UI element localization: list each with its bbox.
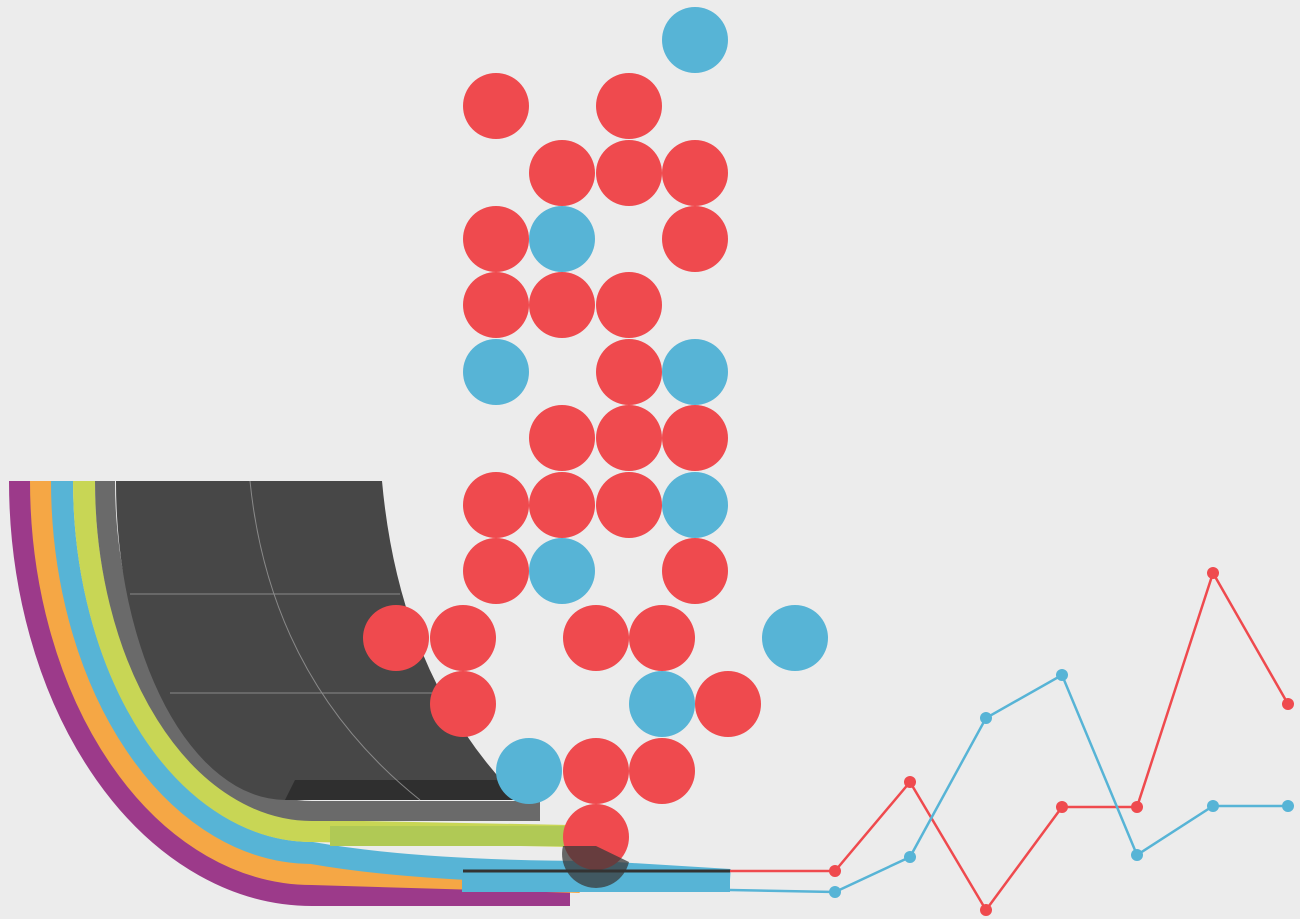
- dot: [529, 140, 595, 206]
- dot: [662, 7, 728, 73]
- dot: [662, 405, 728, 471]
- dot: [662, 140, 728, 206]
- curved-bands: [9, 480, 731, 906]
- dot: [662, 206, 728, 272]
- dot: [529, 538, 595, 604]
- point: [1056, 669, 1068, 681]
- point: [829, 886, 841, 898]
- point: [904, 851, 916, 863]
- dots: [363, 7, 828, 870]
- point: [980, 712, 992, 724]
- red-line: [730, 569, 1290, 913]
- dot: [430, 671, 496, 737]
- dot: [762, 605, 828, 671]
- dark-block: [115, 481, 520, 800]
- point: [1056, 801, 1068, 813]
- dark-ledge: [285, 780, 540, 800]
- grid-curve: [249, 480, 421, 801]
- band-orange: [30, 480, 581, 893]
- point: [904, 776, 916, 788]
- dot: [463, 339, 529, 405]
- dot-shadow: [562, 846, 629, 888]
- point: [1131, 801, 1143, 813]
- dot: [363, 605, 429, 671]
- red-points: [829, 567, 1294, 916]
- dot: [563, 605, 629, 671]
- dark-grid: [130, 480, 460, 801]
- dot: [596, 73, 662, 139]
- dot: [430, 605, 496, 671]
- dot: [463, 472, 529, 538]
- blue-points: [829, 669, 1294, 898]
- point: [1207, 567, 1219, 579]
- dot: [596, 140, 662, 206]
- dot: [596, 339, 662, 405]
- dot: [629, 738, 695, 804]
- band-blue: [51, 480, 731, 891]
- dot: [529, 472, 595, 538]
- point: [1282, 698, 1294, 710]
- dot: [496, 738, 562, 804]
- band-green: [73, 480, 571, 847]
- dot: [463, 538, 529, 604]
- point: [1282, 800, 1294, 812]
- dot: [529, 206, 595, 272]
- dot: [695, 671, 761, 737]
- dot: [629, 671, 695, 737]
- point: [980, 904, 992, 916]
- dot: [596, 405, 662, 471]
- dot: [596, 272, 662, 338]
- point: [1131, 849, 1143, 861]
- point: [1207, 800, 1219, 812]
- dot: [463, 73, 529, 139]
- dot: [563, 738, 629, 804]
- dot: [529, 405, 595, 471]
- dot: [463, 272, 529, 338]
- dot: [596, 472, 662, 538]
- band-purple: [9, 480, 570, 906]
- blue-line: [729, 673, 1288, 894]
- dot: [662, 472, 728, 538]
- dot: [529, 272, 595, 338]
- dot: [662, 538, 728, 604]
- dot: [629, 605, 695, 671]
- point: [829, 865, 841, 877]
- dot: [662, 339, 728, 405]
- green-bar: [330, 826, 570, 846]
- band-gray: [95, 480, 540, 821]
- dot: [463, 206, 529, 272]
